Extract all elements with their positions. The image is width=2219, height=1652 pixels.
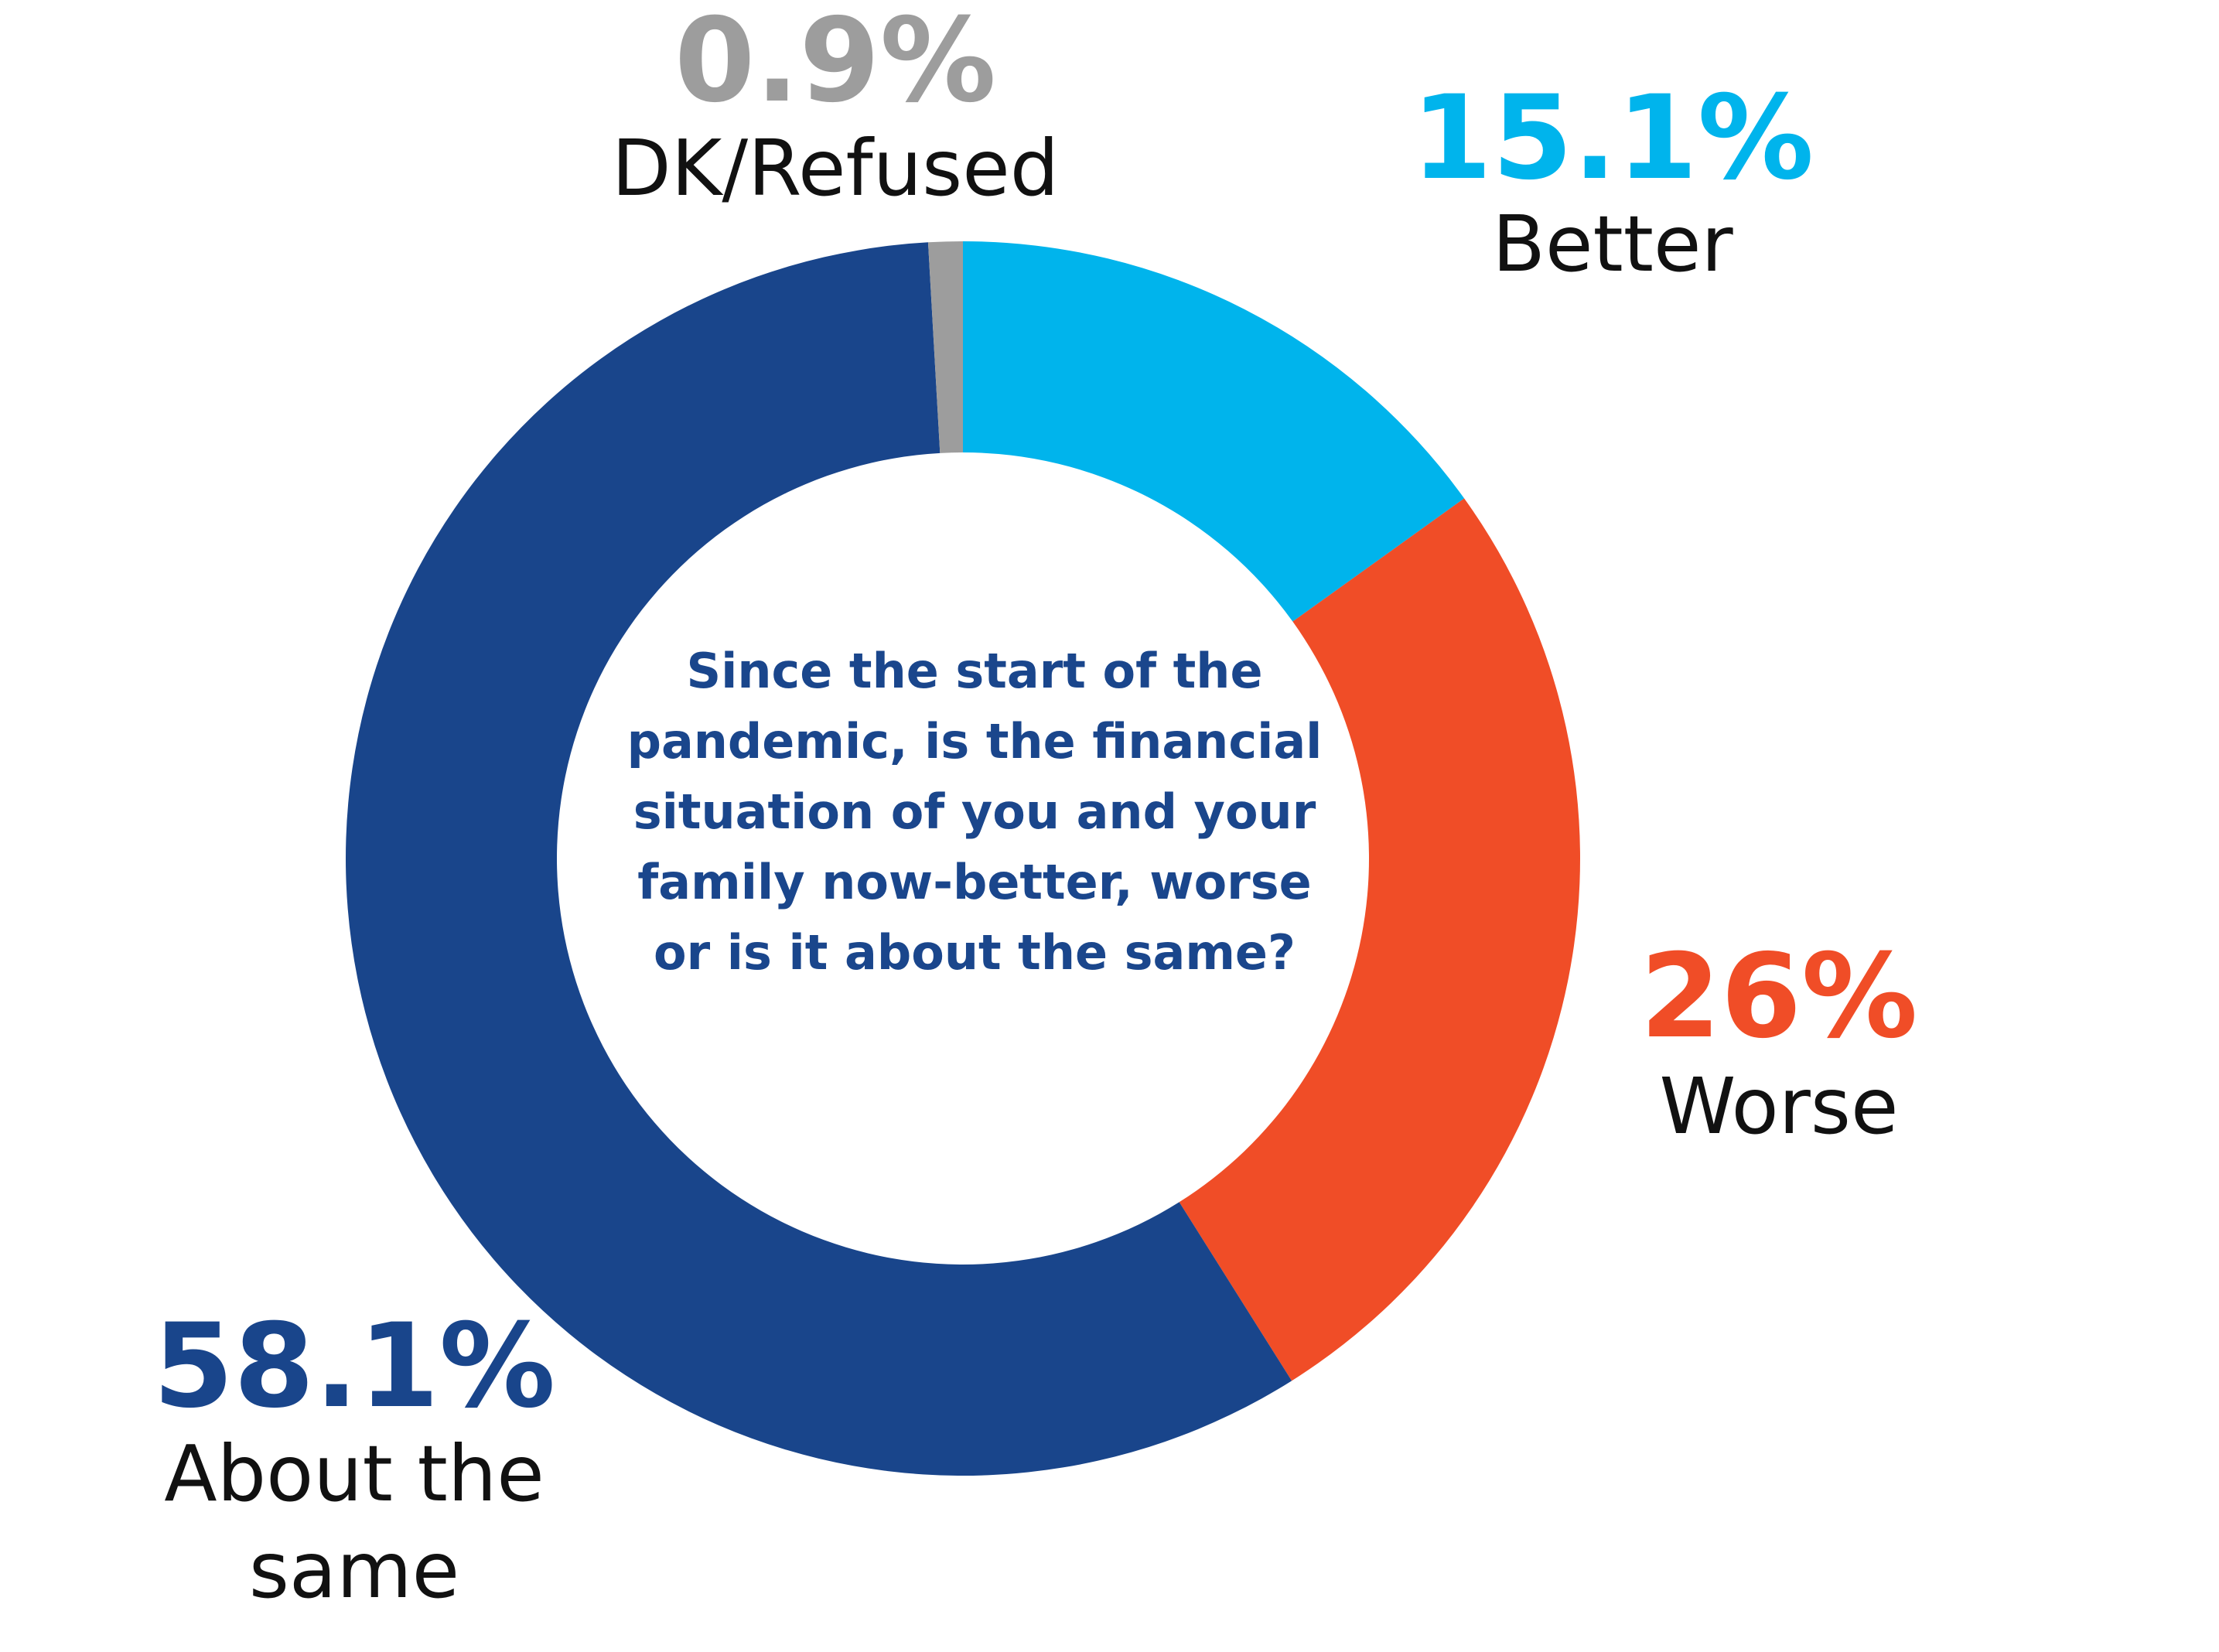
slice-label-worse: Worse — [1660, 1061, 1899, 1152]
slice-worse — [1179, 498, 1580, 1381]
slice-value-dk-refused: 0.9% — [674, 0, 996, 128]
slice-value-better: 15.1% — [1412, 71, 1814, 206]
slice-value-worse: 26% — [1640, 930, 1917, 1064]
slice-about-the-same — [346, 242, 1292, 1476]
donut-slices — [346, 241, 1580, 1476]
center-question: Since the start of the pandemic, is the … — [626, 643, 1323, 981]
slice-value-about-the-same: 58.1% — [153, 1299, 555, 1434]
slice-dk-refused — [927, 241, 963, 453]
slice-label-about-the-same: About the same — [164, 1428, 545, 1616]
slice-label-better: Better — [1492, 199, 1733, 289]
slice-better — [963, 241, 1465, 622]
slice-label-dk-refused: DK/Refused — [612, 123, 1059, 213]
